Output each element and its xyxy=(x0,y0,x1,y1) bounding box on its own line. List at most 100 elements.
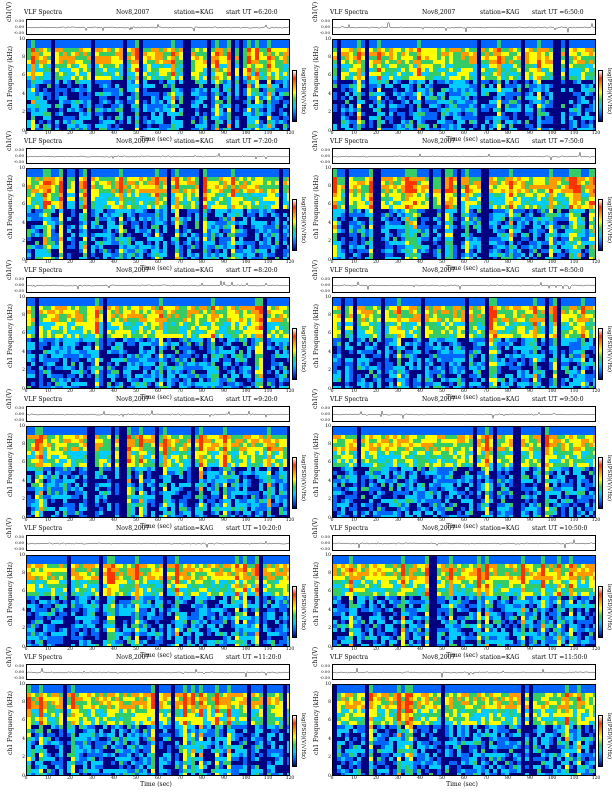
spectrogram-cell xyxy=(83,60,88,65)
spectrogram-cell xyxy=(401,44,406,49)
spectrogram-cell xyxy=(345,76,350,81)
ch-axis-label: ch1(V) xyxy=(6,1,13,22)
spectrogram-cell xyxy=(67,245,72,250)
spectrogram-cell xyxy=(489,76,494,81)
spectrogram-cell xyxy=(557,48,562,53)
spectrogram-cell xyxy=(35,84,40,89)
spectrogram-cell xyxy=(119,108,124,113)
spectrogram-cell xyxy=(393,60,398,65)
spectrogram-cell xyxy=(333,60,338,65)
spectrogram-cell xyxy=(413,44,418,49)
ch-tick-label: -0.50 xyxy=(319,159,330,164)
spectrogram-cell xyxy=(131,213,136,218)
spectrogram-cell xyxy=(267,104,272,109)
spectrogram-cell xyxy=(163,225,168,230)
spectrogram-cell xyxy=(43,257,48,259)
spectrogram-cell xyxy=(155,189,160,194)
spectrogram-cell xyxy=(239,92,244,97)
spectrogram-cell xyxy=(353,100,358,105)
spectrogram-cell xyxy=(111,193,116,198)
spectrogram-cell xyxy=(267,221,272,226)
spectrogram-cell xyxy=(27,84,32,89)
spectrogram-cell xyxy=(369,233,374,238)
spectrogram-cell xyxy=(441,96,446,101)
spectrogram-cell xyxy=(373,124,378,129)
spectrogram-cell xyxy=(393,96,398,101)
spectrogram-cell xyxy=(235,201,240,206)
spectrogram-cell xyxy=(413,80,418,85)
spectrogram-cell xyxy=(211,209,216,214)
spectrogram-cell xyxy=(275,52,280,57)
spectrogram-cell xyxy=(381,229,386,234)
spectrogram-cell xyxy=(39,241,44,246)
spectrogram-cell xyxy=(111,80,116,85)
spectrogram-cell xyxy=(361,116,366,121)
spectrogram-cell xyxy=(171,52,176,57)
spectrogram-cell xyxy=(107,181,112,186)
spectrogram-cell xyxy=(501,100,506,105)
spectrogram-cell xyxy=(123,233,128,238)
spectrogram-cell xyxy=(561,120,566,125)
spectrogram-cell xyxy=(537,40,542,45)
spectrogram-cell xyxy=(211,72,216,77)
spectrogram-cell xyxy=(163,128,168,130)
spectrogram-cell xyxy=(59,169,64,174)
time-tick-label: 40 xyxy=(417,131,423,136)
spectrogram-cell xyxy=(357,52,362,57)
spectrogram-cell xyxy=(267,56,272,61)
spectrogram-cell xyxy=(267,52,272,57)
spectrogram-cell xyxy=(381,253,386,258)
spectrogram-cell xyxy=(91,92,96,97)
spectrogram-cell xyxy=(191,241,196,246)
spectrogram-cell xyxy=(75,88,80,93)
spectrogram-cell xyxy=(377,108,382,113)
spectrogram-cell xyxy=(525,128,530,130)
spectrogram-cell xyxy=(267,237,272,242)
spectrogram-cell xyxy=(59,197,64,202)
spectrogram-cell xyxy=(279,48,284,53)
spectrogram-cell xyxy=(195,124,200,129)
spectrogram-cell xyxy=(87,241,92,246)
spectrogram-cell xyxy=(235,88,240,93)
spectrogram-cell xyxy=(79,84,84,89)
spectrogram-cell xyxy=(573,124,578,129)
spectrogram-cell xyxy=(227,221,232,226)
spectrogram-cell xyxy=(211,225,216,230)
spectrogram-cell xyxy=(135,120,140,125)
spectrogram-cell xyxy=(377,201,382,206)
time-tick-label: 20 xyxy=(67,260,73,265)
spectrogram-cell xyxy=(239,185,244,190)
spectrogram-cell xyxy=(47,173,52,178)
spectrogram-cell xyxy=(119,48,124,53)
spectrogram-cell xyxy=(115,241,120,246)
spectrogram-cell xyxy=(533,128,538,130)
spectrogram-cell xyxy=(357,56,362,61)
spectrogram-cell xyxy=(453,72,458,77)
spectrogram-cell xyxy=(95,241,100,246)
spectrogram-cell xyxy=(377,225,382,230)
spectrogram-cell xyxy=(35,44,40,49)
spectrogram-cell xyxy=(405,56,410,61)
spectrogram-cell xyxy=(365,209,370,214)
spectrogram-cell xyxy=(247,124,252,129)
spectrogram-cell xyxy=(385,185,390,190)
spectrogram-cell xyxy=(111,205,116,210)
spectrogram-cell xyxy=(247,100,252,105)
spectrogram-cell xyxy=(341,257,346,259)
spectrogram-cell xyxy=(151,241,156,246)
spectrogram-cell xyxy=(353,80,358,85)
spectrogram-cell xyxy=(573,104,578,109)
spectrogram-cell xyxy=(59,52,64,57)
spectrogram-cell xyxy=(577,48,582,53)
spectrogram-cell xyxy=(195,88,200,93)
spectrogram-cell xyxy=(131,249,136,254)
spectrogram-cell xyxy=(405,40,410,45)
spectrogram-cell xyxy=(263,213,268,218)
spectrogram-cell xyxy=(263,217,268,222)
spectrogram-cell xyxy=(337,177,342,182)
spectrogram-cell xyxy=(187,48,192,53)
spectrogram-cell xyxy=(341,193,346,198)
spectrogram-cell xyxy=(47,68,52,73)
spectrogram-cell xyxy=(91,100,96,105)
spectrogram-cell xyxy=(207,233,212,238)
